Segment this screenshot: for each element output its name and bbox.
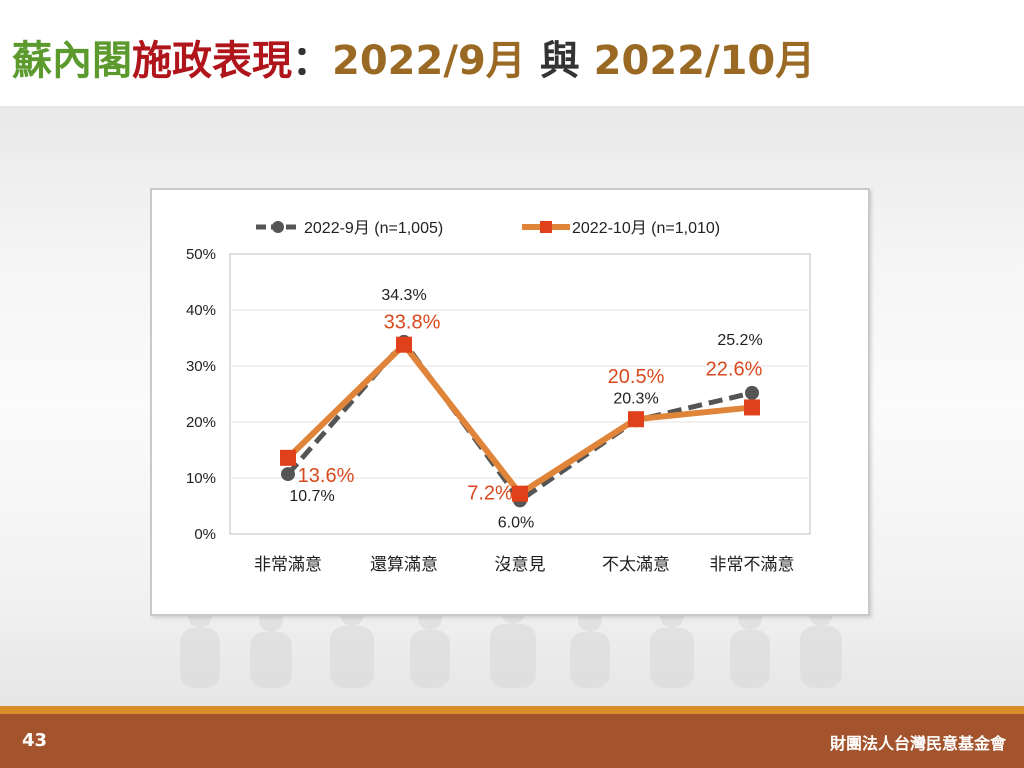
chart-frame: 0% 10% 20% 30% 40% 50% 非常滿意 還算滿意 沒意見 不太滿意 非常不滿意 202… xyxy=(150,188,870,616)
data-label-oct: 7.2% xyxy=(467,483,513,505)
series-sep-point xyxy=(281,467,295,482)
series-sep-point xyxy=(745,385,759,400)
footer-accent-line xyxy=(0,706,1024,714)
data-label-sep: 34.3% xyxy=(381,287,426,304)
data-label-sep: 10.7% xyxy=(289,488,334,505)
legend-label-oct: 2022-10月 (n=1,010) xyxy=(572,220,720,237)
title-period-2: 2022/10月 xyxy=(593,38,816,84)
legend-label-sep: 2022-9月 (n=1,005) xyxy=(304,220,443,237)
title-colon: ： xyxy=(292,38,332,84)
data-label-sep: 25.2% xyxy=(717,332,762,349)
x-category-label: 非常不滿意 xyxy=(710,555,795,574)
y-tick-label: 30% xyxy=(186,358,216,375)
data-label-oct: 22.6% xyxy=(706,358,763,380)
series-oct-point xyxy=(280,449,296,466)
series-oct-point xyxy=(396,336,412,353)
data-label-sep: 6.0% xyxy=(498,514,534,531)
data-label-oct: 33.8% xyxy=(384,312,441,334)
series-oct-point xyxy=(512,485,528,502)
slide-title: 蘇內閣施政表現：2022/9月 與 2022/10月 xyxy=(12,28,815,86)
data-label-oct: 20.5% xyxy=(608,366,665,388)
legend-swatch-oct-marker xyxy=(540,221,552,233)
y-tick-label: 50% xyxy=(186,246,216,263)
plot-area xyxy=(229,253,811,535)
y-tick-label: 10% xyxy=(186,470,216,487)
page-number: 43 xyxy=(22,730,48,751)
x-category-label: 沒意見 xyxy=(495,555,546,574)
title-performance: 施政表現 xyxy=(132,38,292,84)
crowd-silhouette-decoration xyxy=(180,600,842,688)
data-label-sep: 20.3% xyxy=(613,390,658,407)
footer-bar: 43 財團法人台灣民意基金會 xyxy=(0,714,1024,768)
y-tick-label: 0% xyxy=(194,526,216,543)
x-category-label: 非常滿意 xyxy=(254,555,322,574)
series-oct-point xyxy=(628,411,644,428)
title-bar: 蘇內閣施政表現：2022/9月 與 2022/10月 xyxy=(0,0,1024,106)
organization-name: 財團法人台灣民意基金會 xyxy=(829,734,1006,753)
title-cabinet: 蘇內閣 xyxy=(12,38,132,84)
data-label-oct: 13.6% xyxy=(298,465,355,487)
x-category-label: 還算滿意 xyxy=(370,555,438,574)
legend-swatch-sep-marker xyxy=(272,221,284,233)
x-category-label: 不太滿意 xyxy=(602,555,670,574)
y-tick-label: 20% xyxy=(186,414,216,431)
series-oct-point xyxy=(744,399,760,416)
title-period-1: 2022/9月 xyxy=(332,38,526,84)
y-tick-label: 40% xyxy=(186,302,216,319)
line-chart: 0% 10% 20% 30% 40% 50% 非常滿意 還算滿意 沒意見 不太滿意 非常不滿意 202… xyxy=(186,220,811,574)
series-oct-line xyxy=(285,341,753,497)
title-and: 與 xyxy=(539,38,580,84)
